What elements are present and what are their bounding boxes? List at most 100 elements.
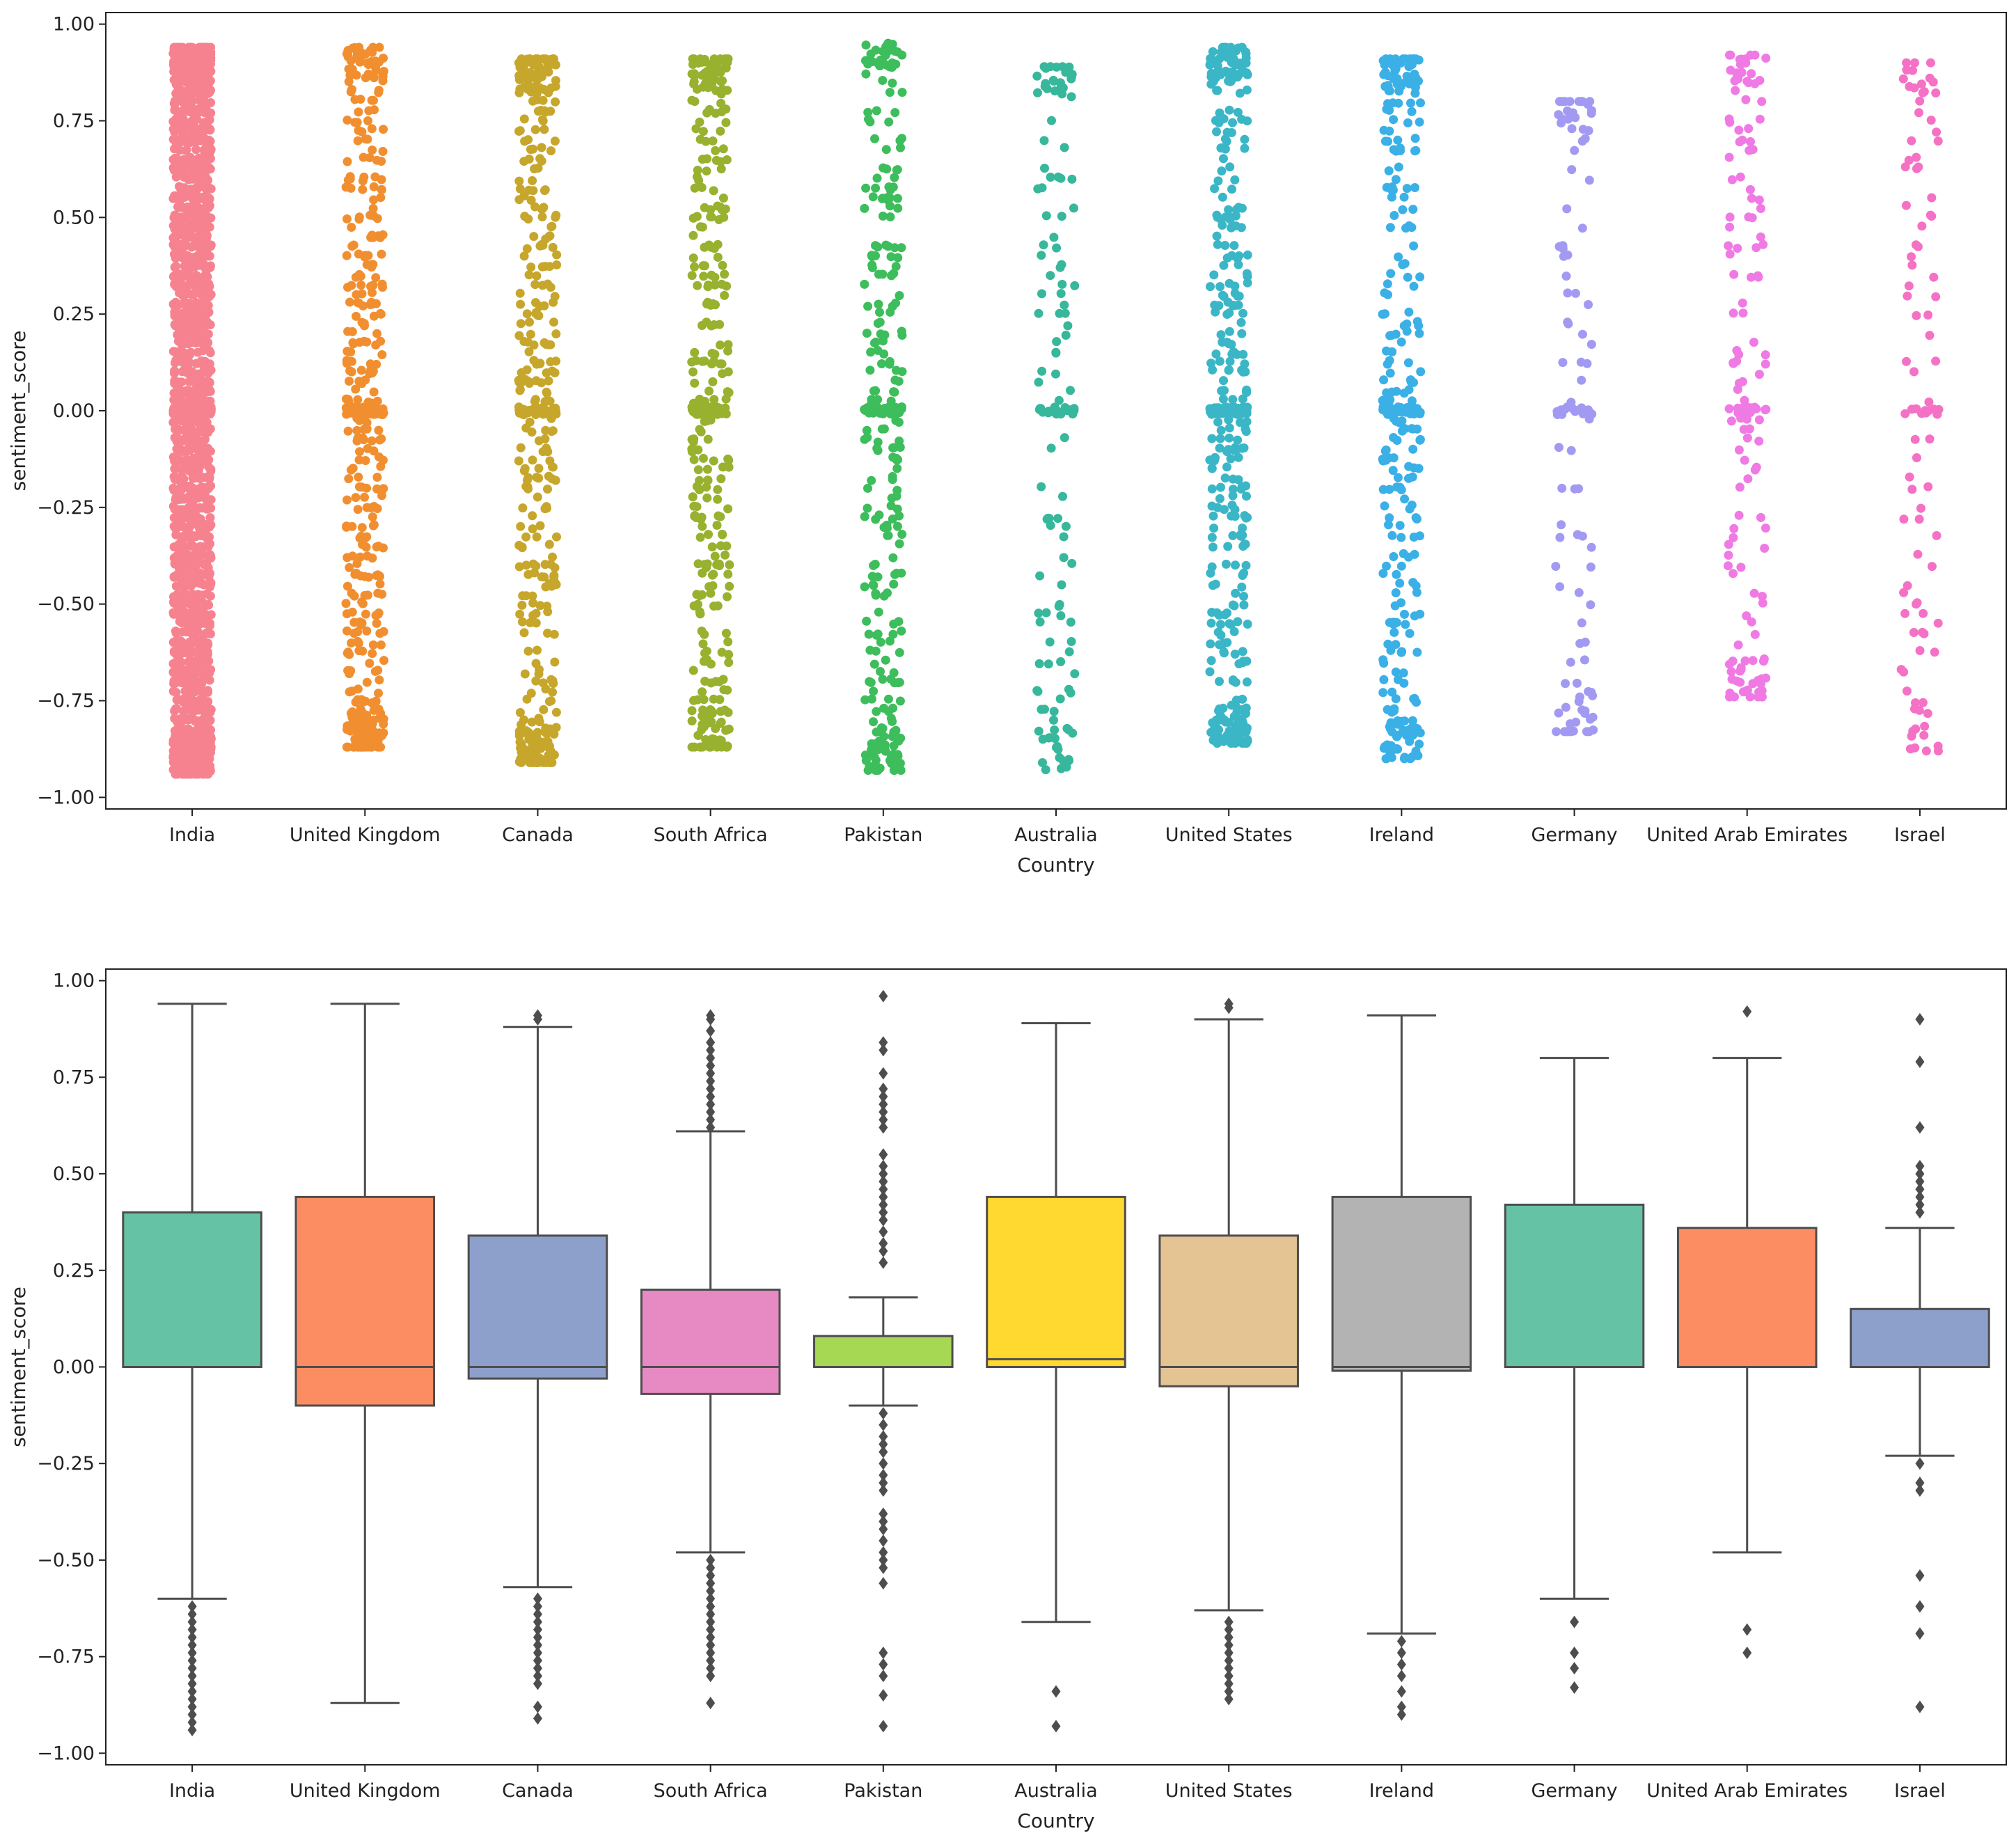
strip-point (885, 636, 895, 646)
strip-point (1051, 369, 1060, 379)
strip-point (204, 725, 214, 734)
strip-point (863, 483, 872, 493)
strip-point (359, 301, 368, 310)
strip-point (528, 144, 538, 154)
strip-point (182, 368, 192, 378)
strip-point (184, 611, 194, 620)
strip-point (1047, 116, 1056, 125)
strip-point (1040, 705, 1049, 714)
strip-point (521, 375, 531, 385)
strip-point (723, 592, 732, 601)
strip-point (1055, 262, 1065, 272)
strip-point (878, 723, 888, 733)
strip-point (720, 705, 730, 715)
strip-point (1404, 307, 1414, 317)
strip-point (890, 243, 899, 253)
strip-point (879, 336, 888, 346)
strip-point (688, 253, 698, 263)
strip-point (378, 455, 388, 465)
strip-point (1064, 725, 1073, 734)
strip-point (1241, 703, 1251, 713)
strip-point (687, 706, 697, 716)
strip-point (1396, 533, 1406, 542)
strip-point (710, 280, 720, 290)
y-tick-label: −1.00 (37, 787, 95, 808)
strip-point (1064, 647, 1074, 656)
strip-point (715, 561, 724, 570)
strip-point (202, 221, 212, 230)
strip-point (343, 426, 353, 436)
strip-point (878, 194, 888, 203)
strip-point (862, 329, 872, 338)
strip-point (354, 646, 364, 656)
strip-point (893, 194, 902, 203)
strip-point (1228, 485, 1238, 494)
strip-point (517, 600, 527, 610)
strip-point (359, 734, 368, 744)
strip-point (344, 77, 354, 86)
strip-point (1384, 520, 1393, 530)
strip-point (361, 251, 370, 260)
strip-point (690, 70, 700, 80)
strip-point (368, 649, 377, 659)
strip-point (372, 473, 382, 482)
strip-point (894, 418, 904, 427)
strip-point (184, 443, 194, 453)
strip-point (359, 723, 369, 733)
strip-point (693, 599, 702, 609)
strip-point (200, 611, 209, 620)
strip-point (363, 116, 372, 125)
strip-point (873, 572, 883, 582)
strip-point (1224, 718, 1234, 728)
strip-point (1393, 675, 1403, 684)
strip-point (186, 272, 196, 282)
strip-point (550, 657, 560, 667)
strip-point (1222, 53, 1232, 62)
strip-point (177, 357, 186, 367)
strip-point (516, 443, 526, 453)
strip-point (533, 163, 543, 173)
strip-point (203, 272, 212, 282)
strip-point (194, 337, 204, 347)
strip-point (375, 572, 384, 581)
strip-point (867, 251, 876, 260)
strip-point (200, 484, 210, 494)
strip-point (368, 260, 378, 269)
strip-point (1224, 619, 1234, 629)
strip-point (1211, 579, 1220, 589)
strip-point (377, 68, 387, 78)
strip-point (184, 647, 194, 657)
strip-point (1220, 386, 1229, 395)
strip-point (879, 163, 888, 173)
strip-point (710, 272, 720, 282)
strip-point (1206, 359, 1216, 368)
strip-point (363, 551, 372, 561)
strip-point (514, 402, 523, 412)
strip-point (688, 666, 698, 675)
strip-point (541, 425, 551, 435)
strip-point (342, 581, 352, 591)
strip-point (169, 165, 179, 175)
strip-point (871, 183, 881, 193)
strip-point (170, 505, 180, 514)
strip-point (356, 272, 365, 281)
strip-point (1228, 530, 1238, 540)
strip-point (1227, 251, 1236, 260)
strip-point (688, 54, 698, 64)
strip-point (194, 182, 204, 192)
strip-point (1216, 482, 1225, 492)
strip-point (200, 63, 210, 72)
strip-point (170, 279, 180, 289)
strip-point (1218, 221, 1227, 230)
strip-point (205, 164, 215, 174)
strip-point (200, 78, 210, 87)
strip-point (893, 203, 903, 213)
strip-point (1219, 292, 1229, 301)
strip-point (546, 146, 556, 156)
strip-point (1224, 433, 1234, 443)
strip-point (189, 665, 198, 675)
strip-point (546, 357, 556, 367)
strip-point (360, 572, 370, 581)
strip-point (724, 462, 734, 472)
strip-point (1224, 365, 1234, 375)
